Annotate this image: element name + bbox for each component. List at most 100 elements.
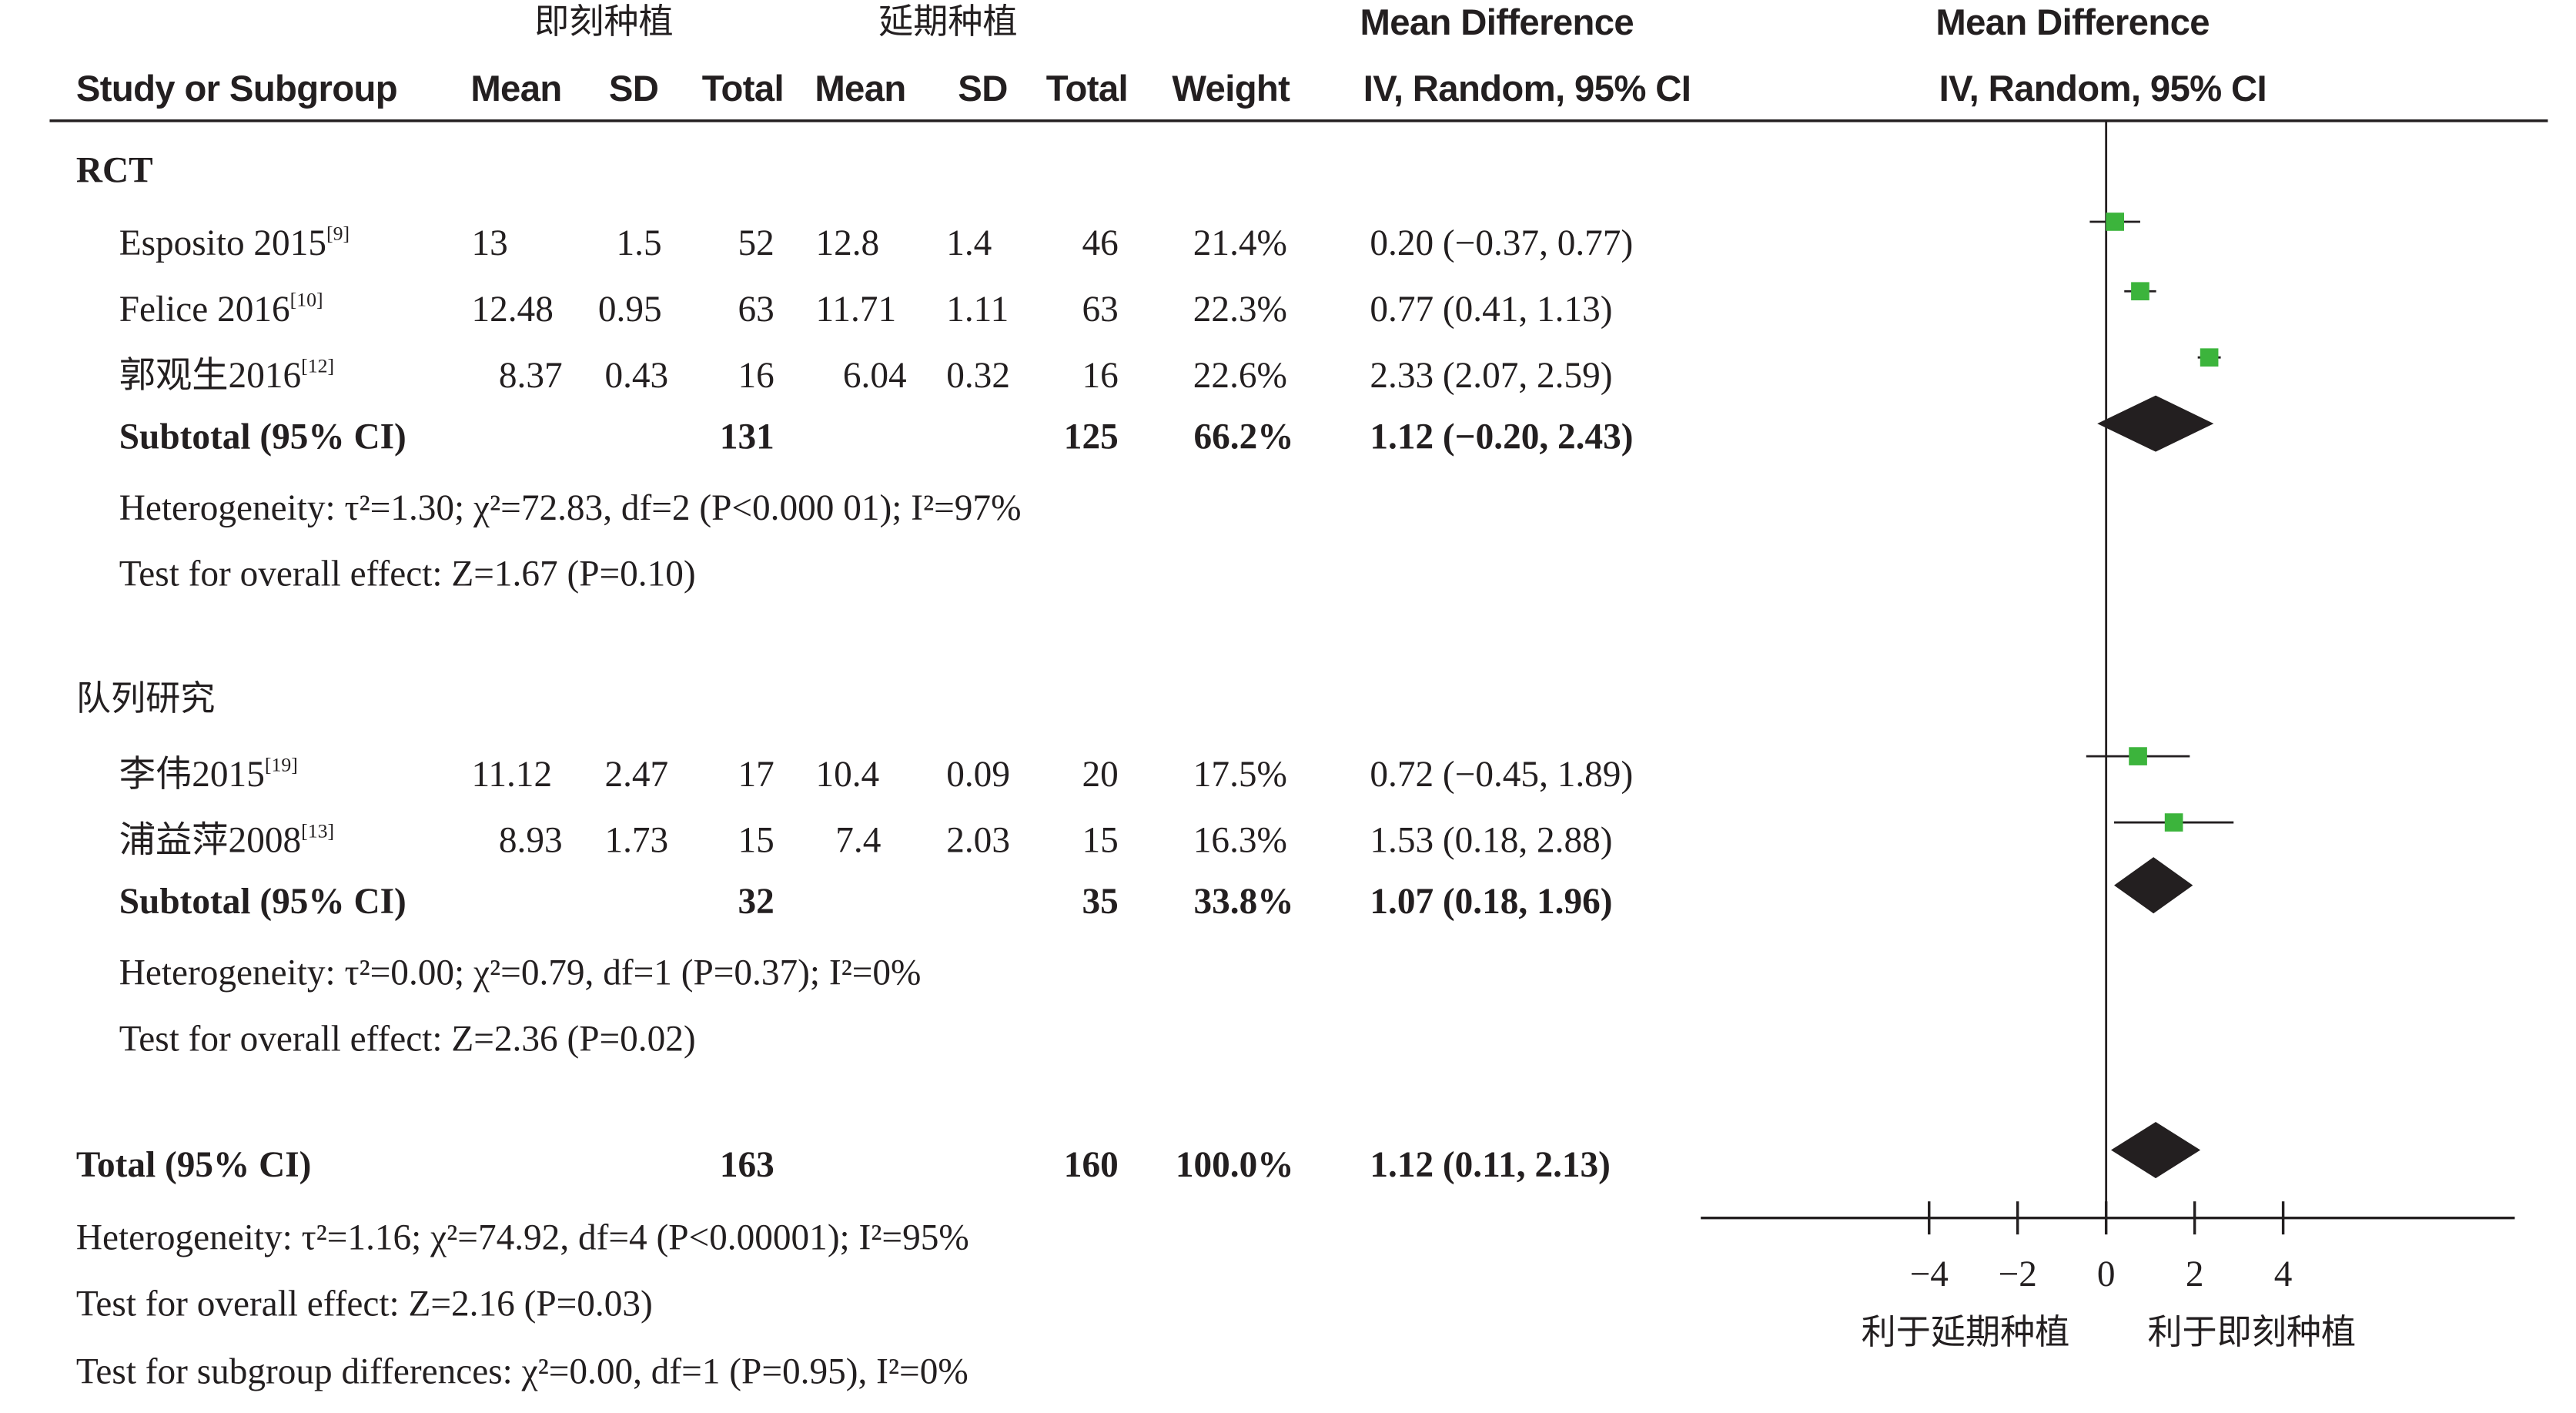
- x-axis-tick-label: −2: [1999, 1254, 2037, 1294]
- study-name: Felice 2016[10]: [119, 287, 323, 330]
- cell-weight: 16.3%: [1193, 819, 1287, 861]
- cell-ci: 1.53 (0.18, 2.88): [1370, 819, 1613, 861]
- cell-ci: 0.20 (−0.37, 0.77): [1370, 221, 1634, 263]
- pooled-effect-diamond: [2114, 857, 2193, 914]
- total-heterogeneity-text: Heterogeneity: τ²=1.16; χ²=74.92, df=4 (…: [75, 1216, 969, 1258]
- subtotal-total-exp: 32: [738, 880, 774, 922]
- cell-mean-ctl: 11.71: [815, 287, 897, 330]
- cell-total-exp: 52: [738, 221, 774, 263]
- total-overall-effect-text: Test for overall effect: Z=2.16 (P=0.03): [75, 1282, 653, 1324]
- cell-ci: 0.72 (−0.45, 1.89): [1370, 752, 1634, 795]
- header-mean-exp: Mean: [470, 68, 562, 109]
- total-weight: 100.0%: [1175, 1143, 1294, 1185]
- header-weight: Weight: [1172, 68, 1290, 109]
- header-sd-ctl: SD: [958, 68, 1008, 109]
- cell-total-ctl: 46: [1082, 221, 1119, 263]
- study-effect-square: [2200, 348, 2219, 367]
- header-study: Study or Subgroup: [75, 68, 398, 109]
- study-name: 浦益萍2008[13]: [119, 819, 335, 861]
- cell-sd-ctl: 0.32: [946, 353, 1010, 396]
- header-ci-method-plot: IV, Random, 95% CI: [1939, 68, 2267, 109]
- cell-total-ctl: 63: [1082, 287, 1119, 330]
- cell-weight: 21.4%: [1193, 221, 1287, 263]
- header-total-exp: Total: [701, 68, 785, 109]
- header-group-control: 延期种植: [878, 2, 1018, 42]
- pooled-effect-diamond: [2111, 1122, 2201, 1179]
- study-effect-square: [2106, 213, 2124, 231]
- cell-sd-exp: 0.95: [597, 287, 662, 330]
- x-axis-tick-label: −4: [1910, 1254, 1949, 1294]
- cell-total-ctl: 16: [1082, 353, 1119, 396]
- study-effect-square: [2129, 747, 2147, 765]
- header-mean-difference-text: Mean Difference: [1360, 2, 1634, 43]
- overall-effect-text: Test for overall effect: Z=2.36 (P=0.02): [119, 1017, 696, 1060]
- x-axis-tick-label: 4: [2274, 1254, 2293, 1294]
- cell-sd-exp: 1.73: [604, 819, 669, 861]
- total-ci: 1.12 (0.11, 2.13): [1370, 1143, 1611, 1185]
- cell-mean-exp: 8.37: [498, 353, 563, 396]
- favours-right-label: 利于即刻种植: [2147, 1311, 2356, 1352]
- cell-ci: 2.33 (2.07, 2.59): [1370, 353, 1613, 396]
- subgroup-heading-cohort: 队列研究: [75, 678, 216, 718]
- cell-mean-ctl: 10.4: [815, 752, 880, 795]
- cell-weight: 22.3%: [1193, 287, 1287, 330]
- header-group-experimental: 即刻种植: [534, 2, 674, 42]
- cell-sd-ctl: 0.09: [946, 752, 1010, 795]
- x-axis-tick-label: 0: [2097, 1254, 2116, 1294]
- cell-mean-exp: 8.93: [498, 819, 563, 861]
- subtotal-total-ctl: 125: [1063, 415, 1119, 457]
- header-mean-difference-plot: Mean Difference: [1935, 2, 2210, 43]
- cell-mean-exp: 13: [471, 221, 508, 263]
- cell-mean-exp: 12.48: [471, 287, 554, 330]
- heterogeneity-text: Heterogeneity: τ²=0.00; χ²=0.79, df=1 (P…: [119, 951, 922, 993]
- total-total-ctl: 160: [1063, 1143, 1119, 1185]
- cell-total-ctl: 15: [1082, 819, 1119, 861]
- header-ci-method-text: IV, Random, 95% CI: [1363, 68, 1691, 109]
- header-sd-exp: SD: [608, 68, 659, 109]
- header-mean-ctl: Mean: [815, 68, 906, 109]
- heterogeneity-text: Heterogeneity: τ²=1.30; χ²=72.83, df=2 (…: [119, 486, 1022, 528]
- cell-sd-ctl: 1.11: [946, 287, 1009, 330]
- subtotal-weight: 33.8%: [1193, 880, 1294, 922]
- subtotal-weight: 66.2%: [1193, 415, 1294, 457]
- cell-mean-ctl: 6.04: [842, 353, 907, 396]
- study-name: Esposito 2015[9]: [119, 221, 350, 263]
- subtotal-label: Subtotal (95% CI): [119, 415, 406, 457]
- subgroup-differences-text: Test for subgroup differences: χ²=0.00, …: [75, 1350, 969, 1392]
- cell-mean-exp: 11.12: [471, 752, 553, 795]
- cell-sd-exp: 0.43: [604, 353, 669, 396]
- cell-total-exp: 16: [738, 353, 774, 396]
- cell-total-ctl: 20: [1082, 752, 1119, 795]
- cell-weight: 17.5%: [1193, 752, 1287, 795]
- cell-sd-exp: 2.47: [604, 752, 669, 795]
- overall-effect-text: Test for overall effect: Z=1.67 (P=0.10): [119, 552, 696, 594]
- cell-mean-ctl: 7.4: [835, 819, 882, 861]
- cell-sd-ctl: 1.4: [946, 221, 992, 263]
- cell-mean-ctl: 12.8: [815, 221, 880, 263]
- cell-total-exp: 15: [738, 819, 774, 861]
- x-axis-tick-label: 2: [2186, 1254, 2204, 1294]
- total-total-exp: 163: [719, 1143, 774, 1185]
- cell-ci: 0.77 (0.41, 1.13): [1370, 287, 1613, 330]
- subtotal-ci: 1.12 (−0.20, 2.43): [1370, 415, 1634, 457]
- subtotal-total-ctl: 35: [1082, 880, 1119, 922]
- favours-left-label: 利于延期种植: [1862, 1311, 2070, 1352]
- total-label: Total (95% CI): [75, 1143, 312, 1185]
- study-effect-square: [2164, 813, 2183, 832]
- study-name: 李伟2015[19]: [119, 752, 298, 795]
- cell-sd-exp: 1.5: [616, 221, 662, 263]
- study-name: 郭观生2016[12]: [119, 353, 335, 396]
- subtotal-label: Subtotal (95% CI): [119, 880, 406, 922]
- pooled-effect-diamond: [2097, 395, 2214, 452]
- subgroup-heading-rct: RCT: [75, 149, 153, 191]
- cell-total-exp: 63: [738, 287, 774, 330]
- cell-weight: 22.6%: [1193, 353, 1287, 396]
- subtotal-ci: 1.07 (0.18, 1.96): [1370, 880, 1613, 922]
- subtotal-total-exp: 131: [719, 415, 774, 457]
- cell-sd-ctl: 2.03: [946, 819, 1010, 861]
- header-total-ctl: Total: [1045, 68, 1129, 109]
- cell-total-exp: 17: [738, 752, 774, 795]
- study-effect-square: [2131, 282, 2149, 301]
